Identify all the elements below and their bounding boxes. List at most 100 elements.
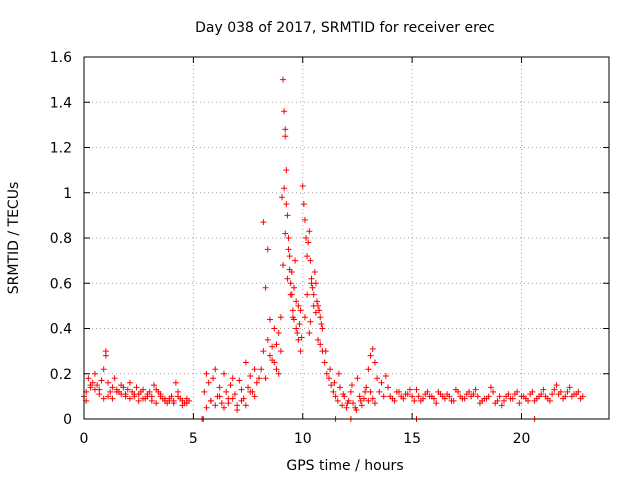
data-point <box>382 373 389 380</box>
data-point <box>297 348 304 355</box>
data-point <box>275 370 282 377</box>
data-point <box>295 336 302 343</box>
data-point <box>317 314 324 321</box>
x-tick-label: 20 <box>513 431 531 447</box>
data-point <box>507 395 514 402</box>
data-point <box>487 384 494 391</box>
data-point <box>365 397 372 404</box>
data-point <box>358 402 365 409</box>
data-point <box>415 393 422 400</box>
x-tick-label: 5 <box>189 431 198 447</box>
data-point <box>553 382 560 389</box>
y-tick-label: 1.4 <box>50 95 72 111</box>
data-point <box>266 352 273 359</box>
data-point <box>293 325 300 332</box>
data-point <box>411 397 418 404</box>
data-point <box>316 307 323 314</box>
data-point <box>529 388 536 395</box>
data-point <box>280 76 287 83</box>
data-point <box>307 318 314 325</box>
data-point <box>476 400 483 407</box>
data-point <box>231 391 238 398</box>
data-point <box>271 359 278 366</box>
data-point <box>291 284 297 291</box>
data-point <box>251 366 258 373</box>
data-point <box>126 379 133 386</box>
data-point <box>340 391 347 398</box>
data-point <box>285 235 292 241</box>
data-point <box>91 386 98 393</box>
data-point <box>371 400 378 407</box>
data-point <box>474 393 481 400</box>
data-point <box>498 402 505 409</box>
data-point <box>216 393 223 400</box>
data-point <box>216 384 223 391</box>
data-point <box>225 400 232 407</box>
data-point <box>348 382 355 389</box>
data-point <box>367 388 374 395</box>
data-point <box>269 343 276 350</box>
data-point <box>291 316 297 323</box>
data-point <box>253 379 260 386</box>
data-point <box>223 388 230 395</box>
data-point <box>289 307 296 314</box>
data-point <box>332 393 339 400</box>
data-point <box>247 388 254 395</box>
data-point <box>260 219 267 226</box>
y-tick-label: 0.6 <box>50 276 72 292</box>
data-point <box>309 284 316 291</box>
data-point <box>135 397 142 404</box>
data-point <box>113 388 120 395</box>
data-point <box>87 382 94 389</box>
data-point <box>146 388 153 395</box>
data-point <box>251 393 258 400</box>
data-point <box>363 384 370 391</box>
data-point <box>551 386 558 393</box>
data-point <box>389 395 396 402</box>
data-point <box>122 393 129 400</box>
data-point <box>277 348 284 355</box>
data-point <box>175 393 182 400</box>
data-point <box>317 341 324 348</box>
data-point <box>343 404 350 411</box>
data-point <box>459 395 466 402</box>
data-point <box>118 391 125 398</box>
data-point <box>455 388 462 395</box>
data-point <box>546 397 553 404</box>
data-point <box>286 253 293 260</box>
data-point <box>542 393 549 400</box>
data-point <box>393 388 400 395</box>
data-point <box>354 375 361 382</box>
data-point <box>305 239 312 246</box>
data-point <box>334 397 341 404</box>
data-point <box>374 375 381 382</box>
data-point <box>157 391 164 398</box>
data-point <box>107 388 114 395</box>
data-point <box>549 391 556 398</box>
data-point <box>385 384 392 391</box>
x-tick-label: 15 <box>403 431 421 447</box>
data-point <box>533 395 540 402</box>
data-point <box>540 386 547 393</box>
data-point <box>85 375 92 382</box>
data-point <box>367 352 374 359</box>
data-point <box>292 257 299 264</box>
data-point <box>179 402 186 409</box>
data-point <box>153 400 160 407</box>
data-point <box>96 391 103 398</box>
data-point <box>172 379 179 386</box>
data-point <box>297 307 304 314</box>
data-point <box>264 246 271 253</box>
data-point <box>328 382 335 389</box>
data-point <box>472 386 479 393</box>
data-point <box>170 400 177 407</box>
data-point <box>420 395 427 402</box>
data-point <box>304 253 311 260</box>
data-point <box>306 228 313 235</box>
data-point <box>91 370 98 377</box>
x-tick-label: 0 <box>80 431 89 447</box>
data-point <box>468 393 475 400</box>
data-point <box>357 397 364 404</box>
data-point <box>148 397 155 404</box>
data-point <box>151 382 157 389</box>
